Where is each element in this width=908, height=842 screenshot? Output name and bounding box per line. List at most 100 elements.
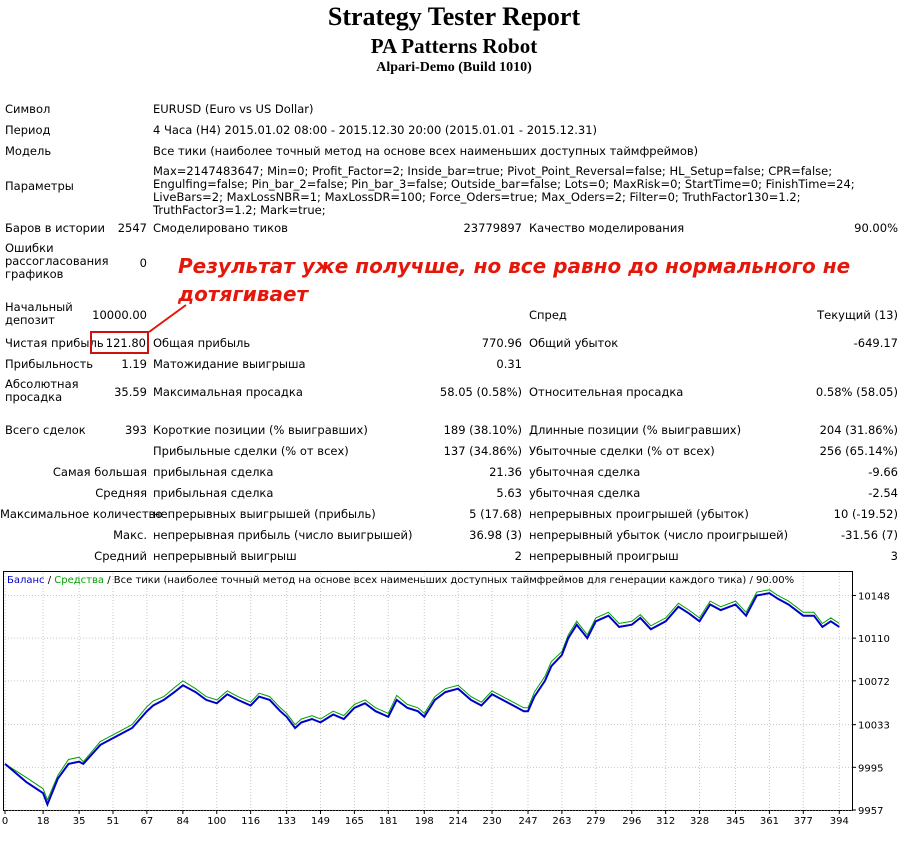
ticks-value: 23779897 bbox=[463, 221, 522, 235]
max-cons-wins-value: 5 (17.68) bbox=[469, 507, 522, 521]
max-drawdown-value: 58.05 (0.58%) bbox=[439, 385, 522, 399]
x-tick-label: 230 bbox=[482, 816, 501, 827]
x-tick-label: 247 bbox=[518, 816, 537, 827]
deposit-value: 10000.00 bbox=[92, 308, 147, 322]
total-trades-value: 393 bbox=[125, 423, 147, 437]
legend-sep: / bbox=[44, 575, 55, 586]
x-tick-label: 181 bbox=[379, 816, 398, 827]
x-tick-label: 214 bbox=[449, 816, 468, 827]
max-count-label: Максимальное количество bbox=[0, 507, 163, 521]
symbol-label: Символ bbox=[5, 102, 51, 116]
x-tick-label: 133 bbox=[277, 816, 296, 827]
profit-factor-value: 1.19 bbox=[121, 357, 147, 371]
x-tick-label: 279 bbox=[586, 816, 605, 827]
x-tick-label: 0 bbox=[2, 816, 8, 827]
avg-loss-value: -2.54 bbox=[868, 486, 898, 500]
spread-value: Текущий (13) bbox=[817, 308, 898, 322]
avg-cons-label: Средний bbox=[94, 549, 147, 563]
largest-profit-value: 21.36 bbox=[489, 465, 522, 479]
period-value: 4 Часа (H4) 2015.01.02 08:00 - 2015.12.3… bbox=[153, 123, 598, 137]
ticks-label: Смоделировано тиков bbox=[153, 221, 288, 235]
balance-line bbox=[4, 592, 840, 808]
avg-loss-label: убыточная сделка bbox=[529, 486, 641, 500]
x-tick-label: 67 bbox=[141, 816, 154, 827]
annotation-text: Результат уже получше, но все равно до н… bbox=[178, 254, 851, 306]
expected-payoff-value: 0.31 bbox=[496, 357, 522, 371]
gross-profit-value: 770.96 bbox=[481, 336, 522, 350]
x-tick-label: 35 bbox=[73, 816, 86, 827]
balance-chart bbox=[3, 571, 853, 811]
gross-loss-label: Общий убыток bbox=[529, 336, 619, 350]
max-drawdown-label: Максимальная просадка bbox=[153, 385, 303, 399]
loss-trades-value: 256 (65.14%) bbox=[819, 444, 898, 458]
rel-drawdown-value: 0.58% (58.05) bbox=[815, 385, 898, 399]
x-tick-label: 328 bbox=[690, 816, 709, 827]
x-tick-label: 394 bbox=[830, 816, 849, 827]
max-label: Макс. bbox=[113, 528, 147, 542]
deposit-label: Начальный депозит bbox=[5, 300, 73, 327]
net-profit-label: Чистая прибыль bbox=[5, 336, 104, 350]
avg-profit-label: прибыльная сделка bbox=[153, 486, 274, 500]
x-tick-label: 198 bbox=[415, 816, 434, 827]
model-value: Все тики (наиболее точный метод на основ… bbox=[153, 144, 699, 158]
max-cons-wins-label: непрерывных выигрышей (прибыль) bbox=[153, 507, 376, 521]
max-cons-loss-label: непрерывный убыток (число проигрышей) bbox=[529, 528, 789, 542]
errors-value: 0 bbox=[139, 256, 147, 270]
total-trades-label: Всего сделок bbox=[5, 423, 86, 437]
largest-loss-label: убыточная сделка bbox=[529, 465, 641, 479]
y-tick-label: 10148 bbox=[858, 591, 890, 602]
avg-cons-loss-value: 3 bbox=[890, 549, 898, 563]
x-tick-label: 116 bbox=[241, 816, 260, 827]
x-tick-label: 345 bbox=[726, 816, 745, 827]
chart-legend: Баланс / Средства / Все тики (наиболее т… bbox=[7, 575, 794, 586]
abs-drawdown-label: Абсолютная просадка bbox=[5, 377, 79, 404]
y-tick-label: 9995 bbox=[858, 763, 883, 774]
params-label: Параметры bbox=[5, 179, 74, 193]
short-positions-label: Короткие позиции (% выигравших) bbox=[153, 423, 368, 437]
net-profit-highlight-box bbox=[90, 331, 149, 354]
max-cons-loss-value: -31.56 (7) bbox=[840, 528, 898, 542]
x-tick-label: 165 bbox=[345, 816, 364, 827]
long-positions-value: 204 (31.86%) bbox=[819, 423, 898, 437]
legend-equity: Средства bbox=[54, 575, 105, 586]
largest-loss-value: -9.66 bbox=[868, 465, 898, 479]
profit-trades-value: 137 (34.86%) bbox=[443, 444, 522, 458]
largest-profit-label: прибыльная сделка bbox=[153, 465, 274, 479]
avg-profit-value: 5.63 bbox=[496, 486, 522, 500]
x-tick-label: 100 bbox=[207, 816, 226, 827]
x-tick-label: 51 bbox=[107, 816, 120, 827]
model-label: Модель bbox=[5, 144, 52, 158]
robot-name: PA Patterns Robot bbox=[370, 34, 538, 58]
symbol-value: EURUSD (Euro vs US Dollar) bbox=[153, 102, 314, 116]
short-positions-value: 189 (38.10%) bbox=[443, 423, 522, 437]
x-tick-label: 377 bbox=[794, 816, 813, 827]
max-cons-losses-label: непрерывных проигрышей (убыток) bbox=[529, 507, 749, 521]
loss-trades-label: Убыточные сделки (% от всех) bbox=[529, 444, 715, 458]
report-title: Strategy Tester Report bbox=[327, 2, 581, 31]
avg-cons-win-label: непрерывный выигрыш bbox=[153, 549, 297, 563]
server-build: Alpari-Demo (Build 1010) bbox=[376, 60, 532, 75]
expected-payoff-label: Матожидание выигрыша bbox=[153, 357, 306, 371]
y-tick-label: 9957 bbox=[858, 806, 883, 817]
bars-value: 2547 bbox=[117, 221, 147, 235]
abs-drawdown-value: 35.59 bbox=[114, 385, 147, 399]
x-tick-label: 361 bbox=[760, 816, 779, 827]
net-profit-value: 121.80 bbox=[105, 336, 146, 350]
equity-line bbox=[4, 589, 840, 802]
bars-label: Баров в истории bbox=[5, 221, 105, 235]
largest-label: Самая большая bbox=[52, 465, 147, 479]
period-label: Период bbox=[5, 123, 51, 137]
params-value: Max=2147483647; Min=0; Profit_Factor=2; … bbox=[153, 164, 855, 217]
spread-label: Спред bbox=[529, 308, 567, 322]
errors-label: Ошибки рассогласования графиков bbox=[5, 241, 109, 281]
x-tick-label: 296 bbox=[622, 816, 641, 827]
x-tick-label: 312 bbox=[656, 816, 675, 827]
max-cons-profit-value: 36.98 (3) bbox=[469, 528, 522, 542]
y-tick-label: 10072 bbox=[858, 677, 890, 688]
long-positions-label: Длинные позиции (% выигравших) bbox=[529, 423, 742, 437]
x-tick-label: 263 bbox=[552, 816, 571, 827]
gross-loss-value: -649.17 bbox=[853, 336, 898, 350]
rel-drawdown-label: Относительная просадка bbox=[529, 385, 684, 399]
avg-cons-win-value: 2 bbox=[514, 549, 522, 563]
x-tick-label: 84 bbox=[177, 816, 190, 827]
